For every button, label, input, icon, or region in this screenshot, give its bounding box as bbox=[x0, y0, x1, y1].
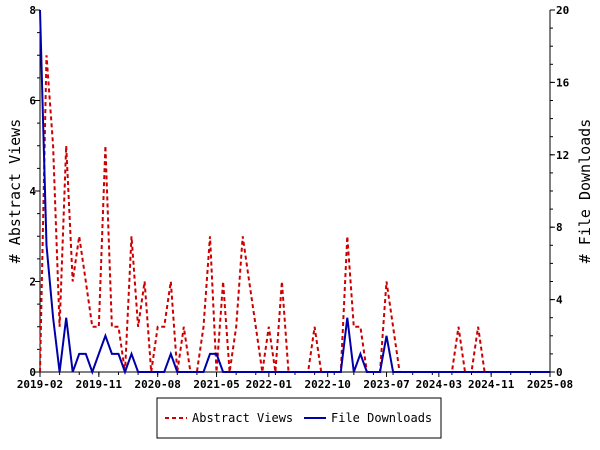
left-y-tick-label: 6 bbox=[29, 95, 36, 108]
left-y-axis-title: # Abstract Views bbox=[6, 119, 24, 264]
left-y-tick-label: 8 bbox=[29, 4, 36, 17]
x-tick-label: 2022-01 bbox=[246, 378, 293, 391]
x-tick-label: 2021-05 bbox=[193, 378, 239, 391]
legend: Abstract Views File Downloads bbox=[156, 397, 442, 439]
right-y-tick-label: 0 bbox=[556, 366, 563, 379]
left-y-tick-label: 4 bbox=[29, 185, 36, 198]
x-tick-label: 2019-11 bbox=[76, 378, 123, 391]
right-y-tick-label: 8 bbox=[556, 221, 563, 234]
legend-box bbox=[156, 397, 442, 439]
left-y-axis-ticks: 0 2 4 6 8 bbox=[29, 4, 40, 379]
left-y-tick-label: 2 bbox=[29, 276, 36, 289]
legend-label-file-downloads: File Downloads bbox=[331, 411, 432, 425]
right-y-axis-title: # File Downloads bbox=[576, 119, 594, 264]
plot-frame bbox=[39, 10, 551, 373]
series-line-file-downloads bbox=[39, 9, 550, 375]
x-tick-label: 2022-10 bbox=[305, 378, 351, 391]
x-tick-label: 2023-07 bbox=[363, 378, 409, 391]
right-y-tick-label: 4 bbox=[556, 294, 563, 307]
legend-label-abstract-views: Abstract Views bbox=[192, 411, 293, 425]
x-tick-label: 2019-02 bbox=[17, 378, 63, 391]
series-line-abstract-views bbox=[39, 55, 550, 373]
x-tick-label: 2025-08 bbox=[527, 378, 573, 391]
x-axis-ticks: 2019-02 2019-11 2020-08 2021-05 2022-01 2022-… bbox=[17, 372, 573, 391]
right-y-tick-label: 16 bbox=[556, 76, 570, 89]
x-tick-label: 2024-03 bbox=[416, 378, 462, 391]
x-tick-label: 2020-08 bbox=[135, 378, 181, 391]
left-y-tick-label: 0 bbox=[29, 366, 36, 379]
right-y-tick-label: 12 bbox=[556, 149, 569, 162]
series-layer bbox=[39, 9, 550, 375]
x-tick-label: 2024-11 bbox=[468, 378, 515, 391]
right-y-tick-label: 20 bbox=[556, 4, 569, 17]
right-y-axis-ticks: 0 4 8 12 16 20 bbox=[550, 4, 570, 379]
